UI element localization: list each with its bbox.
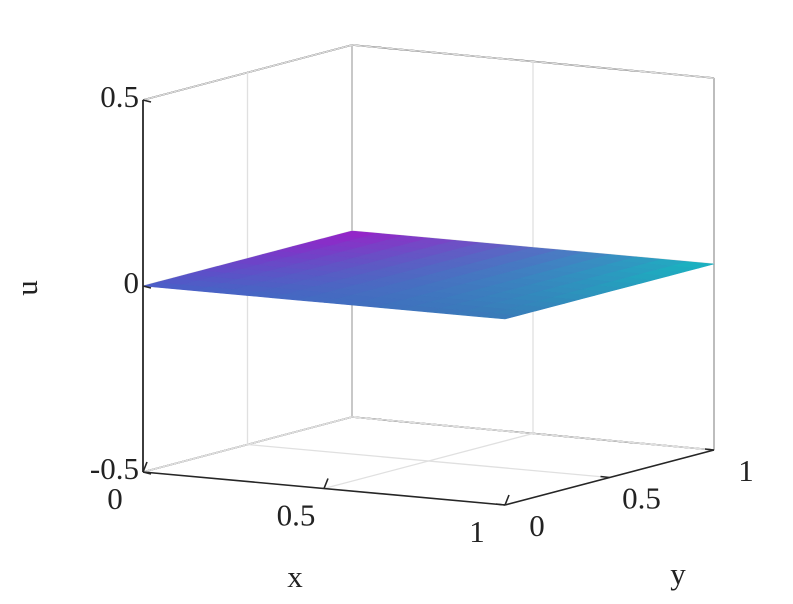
z-tick — [142, 471, 152, 475]
y-tick — [600, 475, 610, 479]
x-tick — [142, 461, 148, 473]
x-tick — [323, 478, 329, 489]
x-tick-label: 0.5 — [277, 498, 316, 533]
z-tick — [142, 285, 152, 289]
grid-line — [247, 443, 610, 479]
z-axis-label: u — [9, 280, 44, 296]
grid-line — [142, 416, 353, 473]
z-tick-label: -0.5 — [90, 451, 139, 486]
z-tick-label: 0 — [124, 265, 140, 300]
grid-line — [351, 44, 715, 79]
z-tick-label: 0.5 — [100, 79, 139, 114]
y-tick-label: 1 — [738, 453, 754, 488]
y-tick-label: 0 — [529, 508, 545, 543]
x-tick-label: 1 — [469, 514, 485, 549]
surface-patch — [673, 261, 715, 269]
y-tick — [495, 503, 506, 506]
y-axis-label: y — [670, 556, 686, 591]
grid-line — [142, 44, 353, 101]
y-tick — [704, 448, 715, 451]
front-layer: -0.500.50 0.5 1 00.51 — [90, 79, 754, 549]
z-grid — [142, 44, 715, 101]
z-grid — [142, 416, 715, 473]
surface-cell — [142, 230, 715, 320]
z-tick — [142, 99, 152, 103]
grid-line — [351, 416, 715, 451]
y-tick-label: 0.5 — [622, 481, 661, 516]
x-tick-label: 0 — [107, 481, 123, 516]
surface — [142, 230, 715, 320]
x-axis-label: x — [287, 559, 303, 594]
x-tick — [504, 494, 510, 506]
